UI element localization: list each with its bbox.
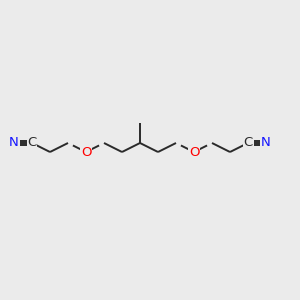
Text: N: N [261, 136, 271, 149]
Text: C: C [27, 136, 37, 149]
Text: C: C [243, 136, 253, 149]
Text: O: O [189, 146, 199, 158]
Text: O: O [81, 146, 91, 158]
Text: N: N [9, 136, 19, 149]
